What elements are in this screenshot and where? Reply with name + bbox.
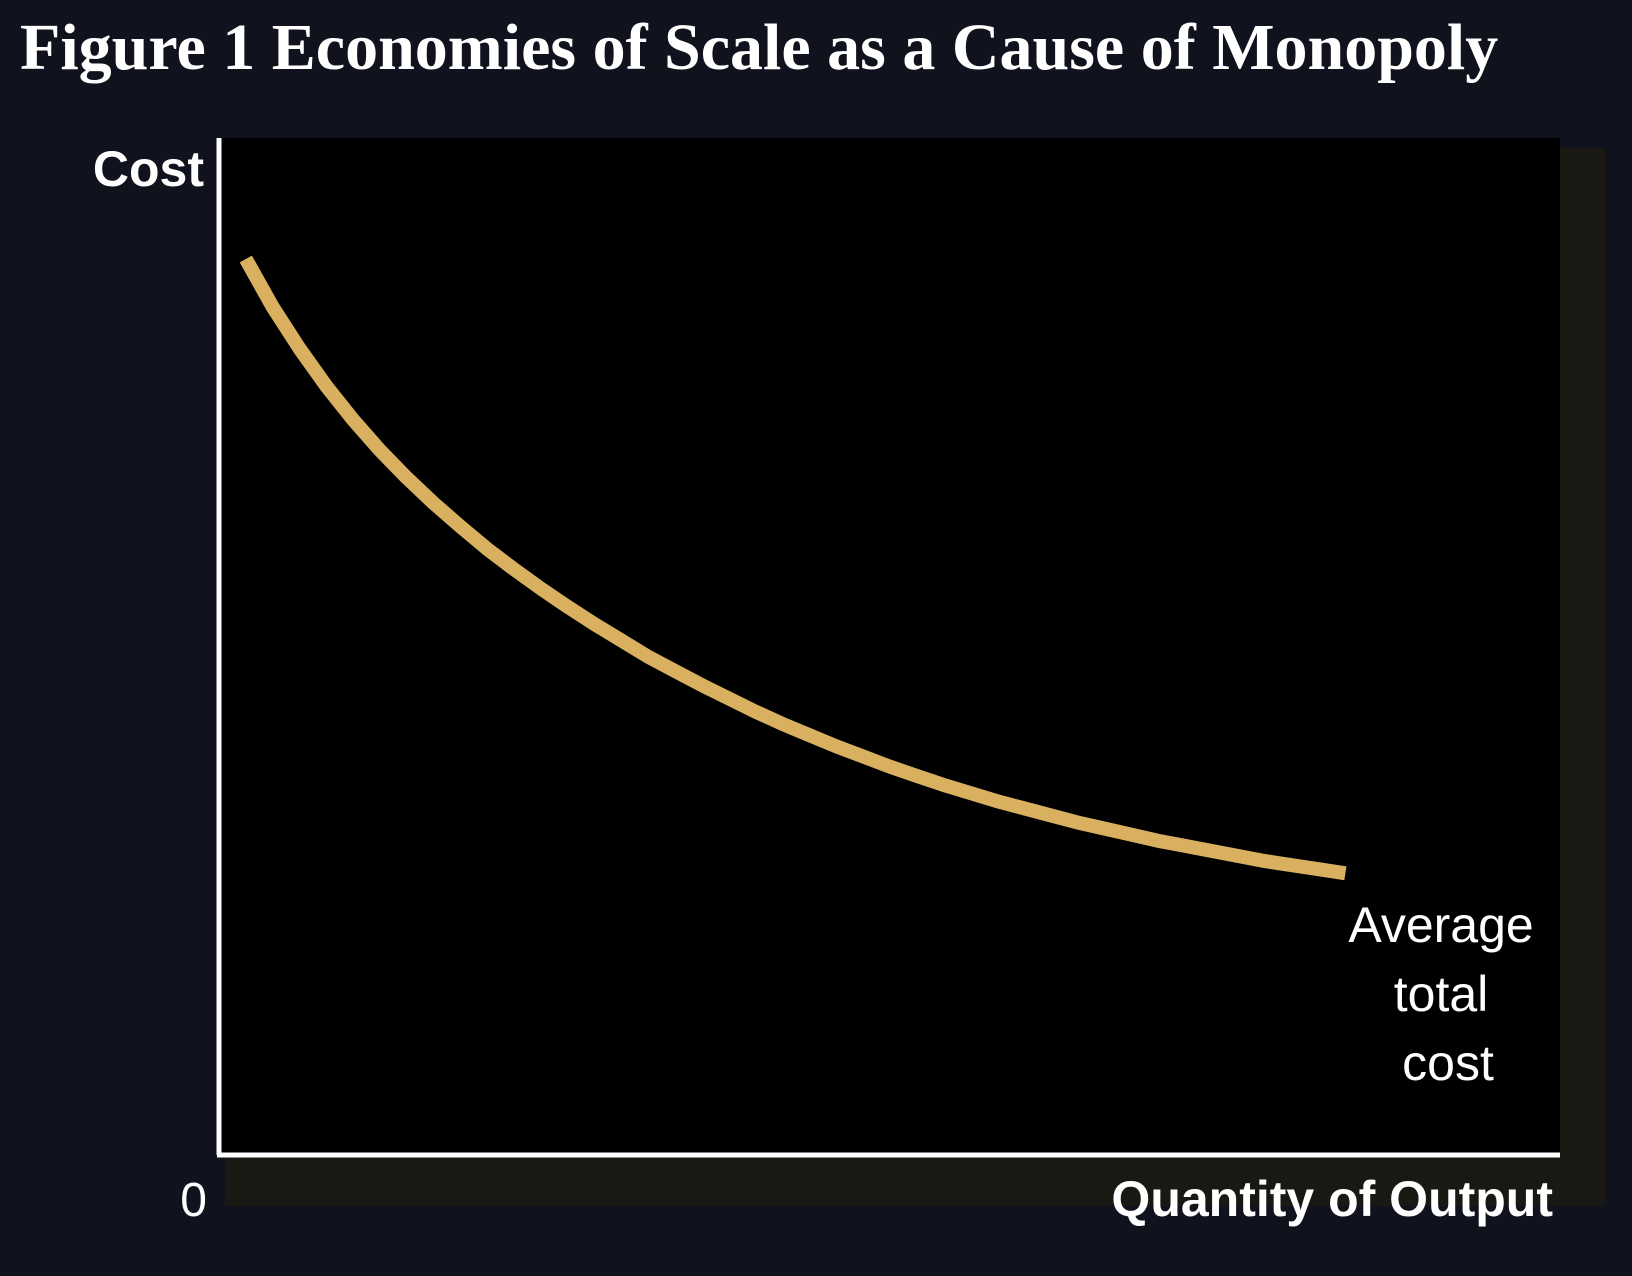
origin-label: 0 (180, 1174, 207, 1227)
series-label-line-2: total (1394, 966, 1489, 1022)
x-axis-label: Quantity of Output (1111, 1171, 1553, 1227)
plot-area (218, 138, 1560, 1156)
series-line-average-total-cost (239, 255, 1347, 881)
chart-title: Figure 1 Economies of Scale as a Cause o… (20, 11, 1499, 84)
series-label-line-3: cost (1402, 1035, 1494, 1091)
y-axis-label: Cost (93, 141, 204, 197)
series-label-average-total-cost: Average total cost (1348, 897, 1547, 1091)
series-label-line-1: Average (1348, 897, 1533, 953)
